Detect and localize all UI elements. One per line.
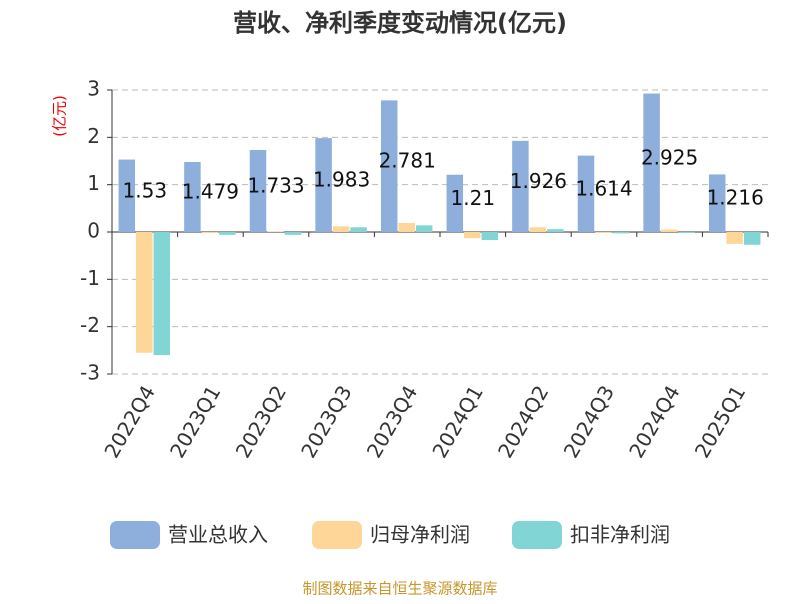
chart-title: 营收、净利季度变动情况(亿元) (233, 9, 567, 37)
bar (678, 232, 694, 233)
bar (744, 232, 760, 245)
bar (398, 223, 414, 232)
x-tick-label: 2022Q4 (99, 381, 159, 462)
legend-swatch (110, 521, 160, 549)
y-tick-label: 3 (87, 77, 100, 101)
legend-label: 归母净利润 (370, 523, 470, 547)
bar (613, 232, 629, 233)
data-label: 1.926 (510, 169, 567, 193)
y-axis-label: (亿元) (51, 95, 69, 137)
bar (136, 232, 152, 353)
x-tick-label: 2023Q4 (362, 381, 422, 462)
data-label: 1.614 (575, 176, 632, 200)
x-tick-label: 2025Q1 (690, 381, 750, 462)
y-tick-label: 2 (87, 124, 100, 148)
source-note: 制图数据来自恒生聚源数据库 (302, 580, 497, 598)
x-tick-label: 2024Q1 (427, 381, 487, 462)
data-label: 2.781 (379, 149, 436, 173)
bar (416, 225, 432, 232)
bar (219, 232, 235, 235)
y-tick-label: -2 (80, 313, 100, 337)
bar (154, 232, 170, 355)
bar (595, 232, 611, 233)
bar (202, 232, 218, 233)
legend-label: 扣非净利润 (570, 523, 670, 547)
x-tick-label: 2024Q3 (559, 381, 619, 462)
bar (464, 232, 480, 238)
data-label: 1.479 (182, 179, 239, 203)
data-label: 1.53 (123, 178, 168, 202)
bar (482, 232, 498, 240)
bar (726, 232, 742, 244)
data-label: 1.733 (247, 173, 304, 197)
x-tick-label: 2024Q4 (624, 381, 684, 462)
bar (333, 226, 349, 232)
legend-label: 营业总收入 (168, 523, 268, 547)
bar (285, 232, 301, 235)
bar (530, 227, 546, 232)
legend-swatch (312, 521, 362, 549)
data-label: 1.983 (313, 168, 370, 192)
y-tick-label: 0 (87, 219, 100, 243)
data-label: 1.21 (451, 186, 496, 210)
y-tick-label: -1 (80, 266, 100, 290)
x-tick-label: 2023Q1 (165, 381, 225, 462)
legend-swatch (512, 521, 562, 549)
x-tick-label: 2024Q2 (493, 381, 553, 462)
bar (547, 229, 563, 232)
bar (350, 227, 366, 232)
y-tick-label: -3 (80, 361, 100, 385)
data-label: 2.925 (641, 145, 698, 169)
x-tick-label: 2023Q3 (296, 381, 356, 462)
data-label: 1.216 (707, 186, 764, 210)
bar (661, 230, 677, 232)
y-tick-label: 1 (87, 171, 100, 195)
x-tick-label: 2023Q2 (231, 381, 291, 462)
